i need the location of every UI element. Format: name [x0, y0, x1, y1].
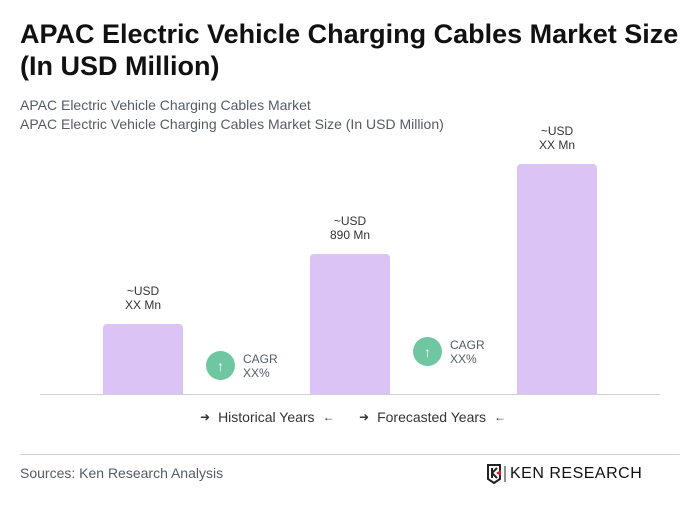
bar-data-label: ~USD XX Mn [83, 284, 203, 312]
cagr-label: CAGR [243, 351, 278, 366]
chart-title: APAC Electric Vehicle Charging Cables Ma… [20, 19, 679, 81]
data-label-line1: ~USD [126, 283, 160, 298]
bar-1 [103, 323, 183, 394]
ken-logo-icon [487, 464, 506, 485]
arrow-right-icon: ➜ [359, 410, 370, 424]
cagr-label: CAGR [450, 337, 485, 352]
legend-forecasted-label: Forecasted Years [377, 409, 487, 425]
cagr-value: XX% [243, 365, 270, 380]
bar-3 [517, 164, 597, 394]
source-text: Sources: Ken Research Analysis [20, 465, 224, 481]
legend-forecasted: ➜ Forecasted Years ← [359, 409, 506, 425]
subtitle-market: APAC Electric Vehicle Charging Cables Ma… [20, 97, 311, 113]
data-label-line2: XX Mn [538, 138, 575, 152]
cagr-badge-2: ↑ CAGR XX% [413, 337, 485, 366]
data-label-line2: 890 Mn [329, 227, 371, 242]
cagr-badge-1: ↑ CAGR XX% [206, 351, 278, 380]
arrow-up-icon: ↑ [413, 337, 442, 366]
x-axis-line [40, 394, 660, 395]
legend-historical: ➜ Historical Years ← [200, 409, 335, 425]
subtitle-size: APAC Electric Vehicle Charging Cables Ma… [20, 116, 444, 132]
arrow-left-icon: ← [494, 410, 507, 424]
logo-text: KEN RESEARCH [510, 465, 643, 482]
arrow-up-icon: ↑ [206, 351, 235, 380]
data-label-line1: ~USD [333, 213, 367, 228]
bar-2 [310, 253, 390, 394]
footer-divider [20, 454, 680, 455]
arrow-left-icon: ← [322, 410, 335, 424]
cagr-value: XX% [450, 351, 477, 366]
bar-data-label: ~USD XX Mn [497, 124, 617, 152]
bar-data-label: ~USD 890 Mn [290, 214, 410, 242]
arrow-right-icon: ➜ [200, 410, 211, 424]
data-label-line2: XX Mn [124, 297, 161, 312]
data-label-line1: ~USD [540, 124, 574, 138]
legend-historical-label: Historical Years [218, 409, 315, 425]
ken-research-logo: KEN RESEARCH [486, 463, 642, 485]
